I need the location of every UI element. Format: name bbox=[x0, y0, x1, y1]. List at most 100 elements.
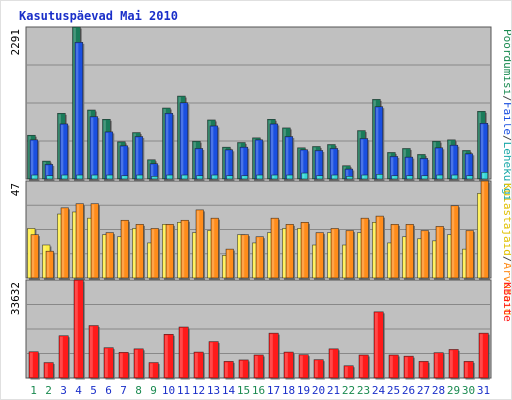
sites-bar bbox=[225, 248, 234, 279]
files-bar-highlight bbox=[376, 107, 379, 178]
pages-bar-highlight bbox=[148, 160, 151, 178]
visitors-bar-highlight bbox=[58, 215, 61, 277]
sites-bar bbox=[150, 228, 159, 279]
x-tick-label: 19 bbox=[297, 384, 310, 397]
sites-bar bbox=[195, 209, 204, 279]
kbytes-bar-highlight bbox=[165, 335, 168, 377]
visitors-bar-highlight bbox=[163, 225, 166, 277]
kbytes-bar bbox=[223, 361, 234, 379]
sites-bar-highlight bbox=[32, 235, 35, 277]
sites-bar-highlight bbox=[227, 250, 230, 277]
x-tick-label: 2 bbox=[45, 384, 52, 397]
files-bar-highlight bbox=[226, 150, 229, 178]
sites-bar bbox=[135, 224, 144, 279]
x-tick-label: 25 bbox=[387, 384, 400, 397]
visits-bar-highlight bbox=[107, 176, 110, 178]
pages-bar-highlight bbox=[478, 112, 481, 178]
kbytes-bar bbox=[328, 348, 339, 379]
kbytes-bar bbox=[418, 361, 429, 379]
pages-bar-highlight bbox=[103, 120, 106, 178]
visits-bar-highlight bbox=[257, 176, 260, 178]
kbytes-bar bbox=[238, 359, 249, 379]
visits-bar-highlight bbox=[152, 177, 155, 178]
kbytes-bar bbox=[373, 311, 384, 379]
sites-bar bbox=[330, 228, 339, 279]
files-bar-highlight bbox=[211, 126, 214, 178]
pages-bar-highlight bbox=[448, 140, 451, 178]
pages-bar-highlight bbox=[388, 153, 391, 178]
chart-title: Kasutuspäevad Mai 2010 bbox=[19, 9, 178, 23]
kbytes-bar-highlight bbox=[195, 353, 198, 377]
visits-bar-highlight bbox=[92, 176, 95, 178]
middle-legend-item-1: / bbox=[501, 256, 511, 263]
x-tick-label: 3 bbox=[60, 384, 67, 397]
x-tick-label: 30 bbox=[462, 384, 475, 397]
x-tick-label: 4 bbox=[75, 384, 82, 397]
visitors-bar-highlight bbox=[238, 235, 241, 277]
visits-bar-highlight bbox=[227, 176, 230, 178]
kbytes-bar-highlight bbox=[285, 353, 288, 377]
visits-bar bbox=[196, 175, 204, 180]
files-bar-highlight bbox=[391, 157, 394, 178]
kbytes-bar-highlight bbox=[30, 352, 33, 377]
sites-bar bbox=[345, 230, 354, 279]
visitors-bar-highlight bbox=[223, 256, 226, 277]
sites-bar-highlight bbox=[437, 227, 440, 277]
sites-bar-highlight bbox=[122, 221, 125, 277]
pages-bar-highlight bbox=[88, 110, 91, 178]
kbytes-bar bbox=[253, 354, 264, 379]
sites-bar bbox=[420, 230, 429, 279]
sites-bar-highlight bbox=[137, 225, 140, 277]
sites-bar-highlight bbox=[107, 233, 110, 277]
kbytes-bar bbox=[433, 352, 444, 379]
visits-bar bbox=[481, 172, 489, 180]
x-tick-label: 5 bbox=[90, 384, 97, 397]
visitors-bar-highlight bbox=[358, 233, 361, 277]
visits-bar bbox=[136, 174, 144, 180]
visits-bar-highlight bbox=[437, 176, 440, 178]
visits-bar bbox=[166, 174, 174, 180]
x-tick-label: 9 bbox=[150, 384, 157, 397]
visitors-bar-highlight bbox=[418, 239, 421, 277]
middle-legend: Külastajaid/Arvuteid bbox=[501, 183, 511, 315]
kbytes-bar bbox=[298, 354, 309, 379]
kbytes-bar-highlight bbox=[435, 353, 438, 377]
x-tick-label: 26 bbox=[402, 384, 415, 397]
kbytes-bar bbox=[283, 351, 294, 379]
kbytes-bar-highlight bbox=[75, 281, 78, 377]
kbytes-bar-highlight bbox=[210, 342, 213, 377]
sites-bar-highlight bbox=[212, 219, 215, 277]
sites-bar-highlight bbox=[377, 217, 380, 277]
kbytes-bar-highlight bbox=[270, 334, 273, 377]
visits-bar-highlight bbox=[137, 176, 140, 178]
x-tick-label: 22 bbox=[342, 384, 355, 397]
pages-bar-highlight bbox=[283, 128, 286, 178]
kbytes-bar bbox=[148, 362, 159, 379]
kbytes-bar-highlight bbox=[390, 355, 393, 377]
sites-bar bbox=[240, 234, 249, 279]
x-tick-label: 31 bbox=[477, 384, 490, 397]
visits-bar-highlight bbox=[47, 176, 50, 178]
bottom-ymax-label: 33632 bbox=[9, 282, 22, 315]
kbytes-bar-highlight bbox=[330, 349, 333, 377]
visits-bar bbox=[256, 174, 264, 180]
sites-bar-highlight bbox=[167, 225, 170, 277]
x-tick-label: 28 bbox=[432, 384, 445, 397]
pages-bar-highlight bbox=[253, 138, 256, 178]
visits-bar-highlight bbox=[212, 176, 215, 178]
kbytes-bar bbox=[448, 349, 459, 379]
visits-bar bbox=[316, 175, 324, 180]
kbytes-bar-highlight bbox=[345, 366, 348, 377]
pages-bar-highlight bbox=[133, 133, 136, 178]
visitors-bar-highlight bbox=[133, 229, 136, 277]
pages-bar-highlight bbox=[28, 136, 31, 178]
pages-bar-highlight bbox=[343, 166, 346, 178]
sites-bar-highlight bbox=[347, 231, 350, 277]
files-bar-highlight bbox=[361, 139, 364, 178]
top-legend-item-2: Faile bbox=[501, 102, 511, 135]
visits-bar bbox=[31, 174, 39, 180]
pages-bar-highlight bbox=[268, 120, 271, 178]
kbytes-bar bbox=[43, 362, 54, 379]
visits-bar bbox=[391, 175, 399, 180]
top-legend-item-4: Lehekülgi bbox=[501, 142, 511, 202]
